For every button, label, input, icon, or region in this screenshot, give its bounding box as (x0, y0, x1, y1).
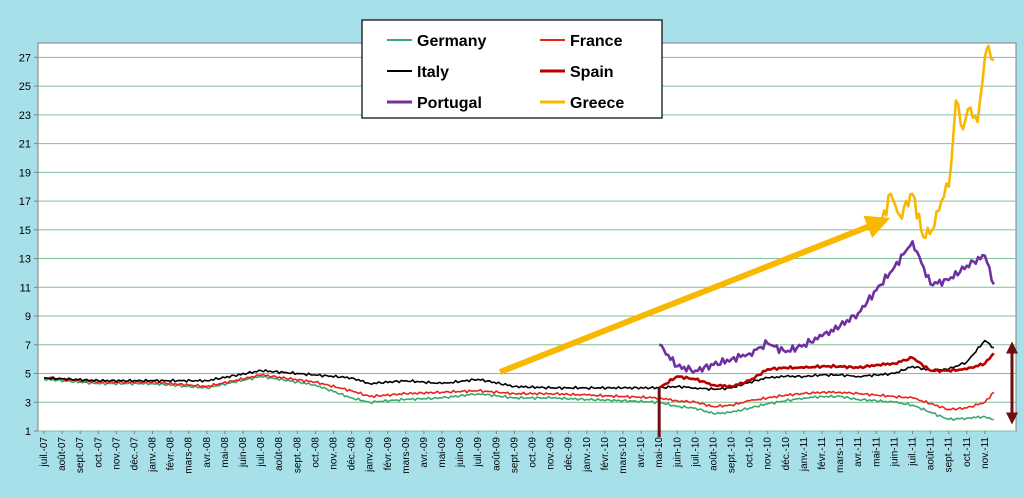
x-tick-label: mars-08 (184, 437, 195, 474)
x-tick-label: janv.-09 (365, 437, 376, 473)
series-line-germany (43, 375, 994, 421)
x-tick-label: oct.-07 (93, 437, 104, 468)
x-tick-label: mai-11 (871, 437, 882, 467)
x-tick-label: avr.-09 (419, 437, 430, 468)
legend-label-spain: Spain (570, 64, 614, 81)
x-tick-label: avr.-08 (202, 437, 213, 468)
x-tick-label: juin-09 (455, 437, 466, 468)
x-tick-label: nov.-09 (546, 437, 557, 470)
x-tick-label: juin-08 (238, 437, 249, 468)
legend-label-italy: Italy (417, 64, 449, 81)
x-tick-label: janv.-11 (799, 437, 810, 473)
x-tick-label: nov.-07 (111, 437, 122, 470)
x-tick-label: mai-08 (220, 437, 231, 468)
x-tick-label: nov.-08 (328, 437, 339, 470)
y-tick-label: 9 (25, 311, 31, 323)
legend-label-greece: Greece (570, 95, 624, 112)
trend-arrow (498, 215, 891, 375)
y-tick-label: 19 (19, 167, 31, 179)
grid (38, 56, 1016, 432)
y-tick-label: 23 (19, 110, 31, 122)
y-tick-label: 15 (19, 225, 31, 237)
x-tick-label: mars-11 (835, 437, 846, 473)
x-tick-label: oct.-09 (528, 437, 539, 468)
x-tick-label: août-11 (926, 437, 937, 471)
y-tick-label: 17 (19, 196, 31, 208)
annotations (498, 215, 1018, 437)
x-tick-label: févr.-09 (383, 437, 394, 471)
y-tick-label: 25 (19, 81, 31, 93)
legend-label-germany: Germany (417, 33, 486, 50)
x-tick-label: août-10 (708, 437, 719, 471)
x-tick-label: sept.-09 (509, 437, 520, 474)
y-tick-label: 7 (25, 340, 31, 352)
y-tick-label: 1 (25, 426, 31, 438)
x-tick-label: avr.-10 (636, 437, 647, 468)
x-tick-label: juil.-08 (256, 437, 267, 468)
x-tick-label: avr.-11 (853, 437, 864, 467)
x-tick-label: févr.-10 (600, 437, 611, 471)
y-tick-label: 5 (25, 369, 31, 381)
x-tick-label: sept.-07 (75, 437, 86, 474)
series-line-portugal (658, 240, 996, 375)
x-tick-label: sept.-08 (292, 437, 303, 474)
x-tick-label: sept.-11 (944, 437, 955, 473)
x-tick-label: juil.-10 (690, 437, 701, 468)
x-tick-label: août-09 (491, 437, 502, 471)
y-tick-label: 11 (20, 282, 31, 294)
x-tick-label: févr.-11 (817, 437, 828, 470)
series-line-france (43, 373, 995, 411)
x-tick-label: oct.-10 (745, 437, 756, 468)
series-line-italy (43, 339, 995, 392)
series-lines (43, 44, 996, 421)
y-tick-label: 27 (19, 52, 31, 64)
legend: Germany France Italy Spain Portugal Greece (361, 19, 663, 119)
x-tick-label: oct.-08 (310, 437, 321, 468)
x-tick-label: mars-10 (618, 437, 629, 474)
legend-label-france: France (570, 33, 623, 50)
x-tick-label: nov.-10 (763, 437, 774, 470)
x-tick-label: sept.-10 (727, 437, 738, 474)
x-tick-label: août-07 (57, 437, 68, 471)
x-tick-label: févr.-08 (166, 437, 177, 471)
series-line-greece (880, 44, 995, 240)
x-tick-label: déc.-07 (129, 437, 140, 471)
x-tick-label: juil.-11 (907, 437, 918, 467)
series-line-spain (658, 352, 995, 389)
y-tick-label: 21 (19, 139, 31, 151)
x-tick-label: janv.-10 (582, 437, 593, 473)
x-tick-label: juin-11 (889, 437, 900, 468)
y-tick-label: 13 (19, 254, 31, 266)
x-tick-label: juil.-07 (39, 437, 50, 468)
x-tick-label: mars-09 (401, 437, 412, 474)
x-tick-label: juil.-09 (473, 437, 484, 468)
y-tick-label: 3 (25, 397, 31, 409)
x-tick-label: déc.-10 (781, 437, 792, 471)
legend-label-portugal: Portugal (417, 95, 482, 112)
x-axis: juil.-07 août-07 sept.-07 oct.-07 nov.-07 déc… (39, 431, 991, 474)
x-tick-label: oct.-11 (962, 437, 973, 467)
x-tick-label: déc.-08 (347, 437, 358, 471)
x-tick-label: nov.-11 (980, 437, 991, 469)
x-tick-label: janv.-08 (148, 437, 159, 473)
x-tick-label: juin-10 (672, 437, 683, 468)
x-tick-label: mai-10 (654, 437, 665, 468)
x-tick-label: déc.-09 (564, 437, 575, 471)
x-tick-label: mai-09 (437, 437, 448, 468)
x-tick-label: août-08 (274, 437, 285, 471)
